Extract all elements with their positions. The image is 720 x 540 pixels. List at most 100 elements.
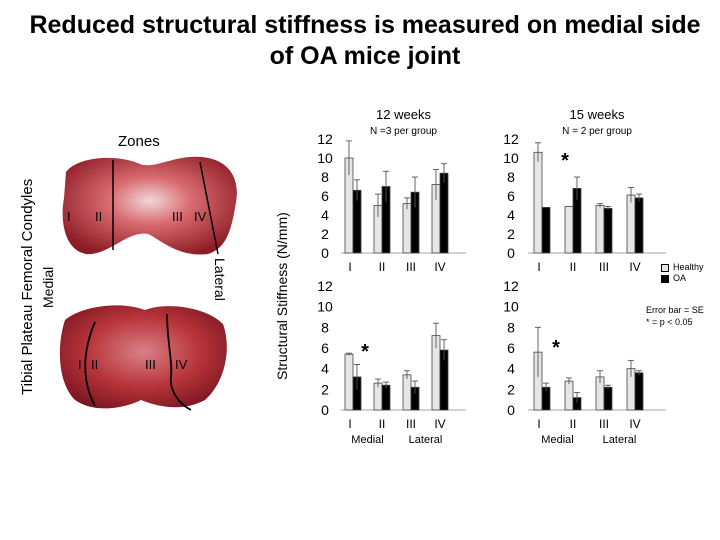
femoral-12-weeks-bar-oa-I — [352, 189, 362, 254]
femoral-15-weeks-ytick-10: 10 — [503, 150, 519, 166]
legend-oa: OA — [661, 273, 704, 284]
legend-oa-swatch — [661, 274, 669, 283]
tibial-12-weeks-ytick-4: 4 — [321, 361, 329, 377]
tibial-15-weeks-group-lateral: Lateral — [603, 434, 637, 446]
legend-oa-label: OA — [673, 273, 687, 283]
tibial-12-weeks-group-medial: Medial — [351, 434, 383, 446]
femoral-12-weeks-bar-healthy-III — [402, 203, 412, 254]
legend: Healthy OA — [661, 262, 704, 284]
tibial-15-weeks-ytick-6: 6 — [507, 340, 515, 356]
page-title: Reduced structural stiffness is measured… — [20, 10, 710, 72]
tibial-15-weeks-bar-healthy-II — [564, 380, 574, 411]
femoral-zone-line-2 — [199, 161, 219, 255]
femoral-12-weeks-ytick-8: 8 — [321, 169, 329, 185]
femoral-12-weeks-title: 12 weeks — [376, 107, 431, 122]
femoral-12-weeks-xtick-I: I — [348, 260, 351, 274]
femoral-12-weeks-ytick-4: 4 — [321, 207, 329, 223]
tibial-12-weeks-significance-star: * — [361, 341, 369, 363]
tibial-12-weeks-xtick-II: II — [379, 417, 386, 431]
tibial-15-weeks-bar-healthy-IV — [626, 368, 636, 411]
tibial-12-weeks-bar-healthy-II — [373, 382, 383, 411]
tibial-12-weeks-bar-healthy-I — [344, 353, 354, 411]
femoral-zone-II: II — [95, 209, 103, 224]
femoral-12-weeks-xtick-II: II — [379, 260, 386, 274]
femoral-12-weeks-bar-healthy-I — [344, 157, 354, 254]
tibial-15-weeks-xtick-III: III — [599, 417, 609, 431]
femoral-12-weeks-bar-oa-II — [381, 186, 391, 254]
femoral-15-weeks-ytick-6: 6 — [507, 188, 515, 204]
tibial-15-weeks-bar-healthy-I — [533, 351, 543, 411]
tibial-plateau-photo — [59, 305, 227, 411]
legend-healthy-swatch — [661, 263, 669, 272]
tibial-15-weeks-bar-oa-II — [572, 397, 582, 411]
zones-label: Zones — [118, 133, 160, 150]
tibial-15-weeks-ytick-4: 4 — [507, 361, 515, 377]
tibial-15-weeks-ytick-2: 2 — [507, 381, 515, 397]
tibial-femoral-label: Tibial Plateau Femoral Condyles — [19, 178, 36, 395]
tibial-15-weeks-xtick-II: II — [570, 417, 577, 431]
femoral-15-weeks-xtick-III: III — [599, 260, 609, 274]
tibial-12-weeks-ytick-2: 2 — [321, 381, 329, 397]
tibial-12-weeks-bar-oa-IV — [439, 349, 449, 411]
femoral-zone-IV: IV — [194, 209, 207, 224]
tibial-zone-I: I — [78, 357, 82, 372]
femoral-12-weeks-xtick-III: III — [406, 260, 416, 274]
title-line-1: Reduced structural stiffness is measured… — [29, 11, 701, 39]
tibial-12-weeks-ytick-12: 12 — [317, 278, 333, 294]
tibial-15-weeks-ytick-10: 10 — [503, 299, 519, 315]
tibial-15-weeks-bar-oa-III — [603, 386, 613, 411]
femoral-15-weeks-bar-healthy-III — [595, 205, 605, 254]
femoral-12-weeks-subtitle: N =3 per group — [370, 126, 437, 137]
tibial-12-weeks-ytick-8: 8 — [321, 319, 329, 335]
femoral-12-weeks-ytick-6: 6 — [321, 188, 329, 204]
femoral-15-weeks-xtick-II: II — [570, 260, 577, 274]
femoral-15-weeks-subtitle: N = 2 per group — [562, 126, 632, 137]
femoral-15-weeks-bar-healthy-IV — [626, 194, 636, 254]
lateral-label: Lateral — [212, 258, 228, 301]
tibial-12-weeks-bar-healthy-IV — [431, 335, 441, 411]
femoral-12-weeks-xtick-IV: IV — [434, 260, 445, 274]
tibial-15-weeks-bar-oa-IV — [634, 372, 644, 411]
title-line-2: of OA mice joint — [269, 42, 461, 70]
tibial-12-weeks-bar-healthy-III — [402, 374, 412, 411]
femoral-15-weeks-ytick-0: 0 — [507, 245, 515, 261]
legend-healthy: Healthy — [661, 262, 704, 273]
tibial-15-weeks-ytick-8: 8 — [507, 319, 515, 335]
tibial-15-weeks-xtick-IV: IV — [629, 417, 640, 431]
femoral-15-weeks-bar-healthy-I — [533, 151, 543, 254]
notes: Error bar = SE * = p < 0.05 — [646, 304, 704, 328]
femoral-12-weeks-ytick-10: 10 — [317, 150, 333, 166]
y-axis-label: Structural Stiffness (N/mm) — [274, 212, 290, 380]
femoral-12-weeks-bar-healthy-IV — [431, 184, 441, 254]
femoral-15-weeks-ytick-8: 8 — [507, 169, 515, 185]
medial-label: Medial — [40, 266, 56, 308]
tibial-12-weeks-xtick-III: III — [406, 417, 416, 431]
tibial-15-weeks-xtick-I: I — [537, 417, 540, 431]
tibial-15-weeks-bar-oa-I — [541, 386, 551, 411]
tibial-tissue — [59, 305, 227, 409]
tibial-12-weeks-bar-oa-I — [352, 376, 362, 411]
femoral-15-weeks-bar-oa-I — [541, 206, 551, 254]
femoral-15-weeks-bar-oa-II — [572, 187, 582, 254]
femoral-12-weeks-ytick-2: 2 — [321, 226, 329, 242]
femoral-15-weeks-ytick-12: 12 — [503, 131, 519, 147]
tibial-zone-line-2 — [166, 313, 192, 411]
femoral-15-weeks-bar-oa-III — [603, 207, 613, 254]
femoral-12-weeks-bar-healthy-II — [373, 205, 383, 254]
femoral-zone-III: III — [172, 209, 183, 224]
tibial-zone-III: III — [145, 357, 156, 372]
note-error-bar: Error bar = SE — [646, 305, 704, 315]
legend-healthy-label: Healthy — [673, 262, 704, 272]
note-significance: * = p < 0.05 — [646, 317, 693, 327]
femoral-tissue — [62, 156, 237, 255]
tibial-12-weeks-ytick-10: 10 — [317, 299, 333, 315]
femoral-15-weeks-ytick-4: 4 — [507, 207, 515, 223]
femoral-15-weeks-bar-healthy-II — [564, 206, 574, 254]
tibial-zone-line-1 — [84, 321, 96, 407]
tibial-15-weeks-ytick-12: 12 — [503, 278, 519, 294]
tibial-12-weeks-ytick-0: 0 — [321, 402, 329, 418]
femoral-15-weeks-ytick-2: 2 — [507, 226, 515, 242]
tibial-12-weeks-xtick-IV: IV — [434, 417, 445, 431]
tibial-zone-IV: IV — [175, 357, 188, 372]
